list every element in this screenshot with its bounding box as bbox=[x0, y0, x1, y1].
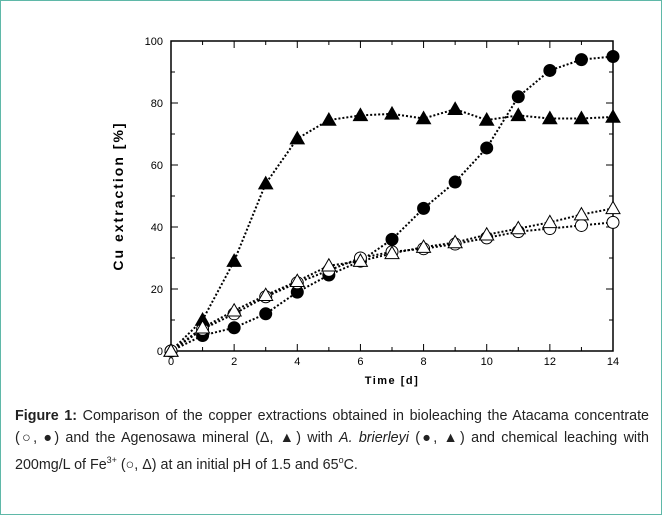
x-tick-label: 8 bbox=[421, 356, 427, 368]
x-tick-label: 12 bbox=[544, 356, 556, 368]
marker bbox=[478, 226, 495, 241]
y-tick-label: 100 bbox=[145, 36, 163, 48]
caption-text: C. bbox=[343, 456, 358, 473]
marker bbox=[606, 215, 620, 229]
marker bbox=[259, 307, 273, 321]
caption-text: (○, Δ) at an initial pH of 1.5 and 65 bbox=[116, 456, 339, 473]
chart: Time [d] Cu extraction [%] 0 2 4 6 8 10 12 14 0 2… bbox=[110, 36, 621, 387]
marker bbox=[320, 257, 337, 272]
marker bbox=[543, 63, 557, 77]
marker bbox=[448, 175, 462, 189]
caption-text: Comparison of the copper extractions obt… bbox=[15, 408, 649, 446]
x-axis-label: Time [d] bbox=[365, 375, 420, 387]
marker bbox=[447, 234, 464, 249]
marker bbox=[511, 90, 525, 104]
marker bbox=[227, 321, 241, 335]
marker bbox=[510, 220, 527, 235]
caption-sup: o bbox=[338, 455, 344, 465]
y-tick-label: 80 bbox=[151, 98, 163, 110]
marker bbox=[226, 253, 243, 267]
marker bbox=[417, 201, 431, 215]
marker bbox=[257, 287, 274, 301]
x-tick-label: 6 bbox=[357, 356, 363, 368]
x-tick-label: 14 bbox=[607, 356, 619, 368]
marker bbox=[257, 175, 274, 190]
y-tick-label: 60 bbox=[151, 160, 163, 172]
marker bbox=[573, 110, 590, 125]
marker bbox=[352, 107, 369, 122]
caption-sup: 3+ bbox=[106, 455, 117, 465]
marker bbox=[289, 130, 306, 145]
marker bbox=[574, 218, 588, 232]
marker bbox=[573, 206, 590, 221]
series-line bbox=[170, 55, 614, 352]
y-tick-label: 20 bbox=[151, 284, 163, 296]
marker bbox=[415, 239, 432, 253]
marker bbox=[447, 101, 464, 115]
x-tick-label: 2 bbox=[231, 356, 237, 368]
marker bbox=[289, 273, 306, 287]
x-tick-label: 4 bbox=[294, 356, 300, 368]
marker bbox=[385, 232, 399, 246]
marker bbox=[478, 112, 495, 126]
series-line bbox=[170, 221, 614, 352]
marker bbox=[574, 53, 588, 67]
y-axis-label: Cu extraction [%] bbox=[110, 121, 126, 270]
marker bbox=[480, 141, 494, 155]
caption-text: (●, ▲) and chemical leaching with 200mg/… bbox=[15, 430, 649, 473]
marker bbox=[163, 342, 179, 357]
marker bbox=[605, 200, 621, 215]
marker bbox=[510, 107, 527, 122]
caption-label: Figure 1: bbox=[15, 408, 78, 424]
marker bbox=[352, 253, 369, 267]
marker bbox=[541, 214, 558, 229]
marker bbox=[194, 319, 211, 334]
plot-frame bbox=[170, 40, 614, 352]
marker bbox=[415, 110, 432, 125]
marker bbox=[541, 110, 558, 125]
caption: Figure 1: Comparison of the copper extra… bbox=[15, 405, 649, 476]
marker bbox=[384, 105, 400, 120]
marker bbox=[320, 112, 337, 126]
marker bbox=[226, 302, 243, 317]
caption-species: A. brierleyi bbox=[339, 430, 409, 446]
x-tick-label: 0 bbox=[168, 356, 174, 368]
marker bbox=[606, 50, 620, 63]
x-tick-label: 10 bbox=[481, 356, 493, 368]
marker bbox=[384, 245, 400, 260]
marker bbox=[605, 108, 621, 123]
y-tick-label: 0 bbox=[157, 346, 163, 358]
y-tick-label: 40 bbox=[151, 222, 163, 234]
